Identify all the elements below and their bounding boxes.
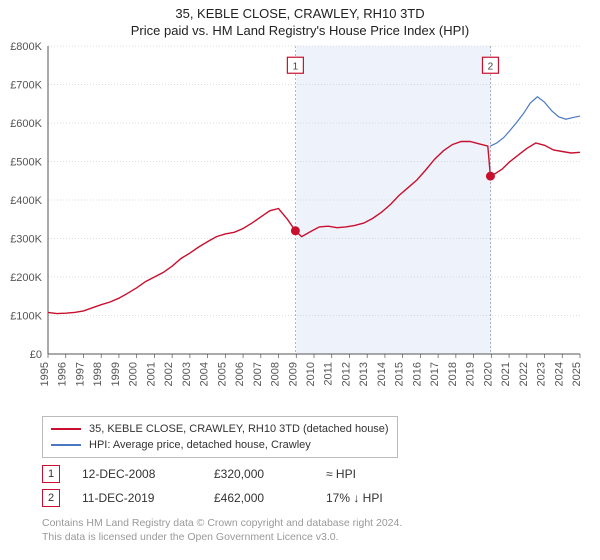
x-tick-label: 2005 [216, 362, 228, 386]
legend-label: HPI: Average price, detached house, Craw… [89, 437, 311, 453]
event-dot-2 [486, 172, 495, 181]
x-tick-label: 2017 [429, 362, 441, 386]
x-tick-label: 1995 [39, 362, 51, 386]
y-tick-label: £0 [30, 349, 42, 361]
event-dot-1 [291, 226, 300, 235]
x-tick-label: 2001 [145, 362, 157, 386]
legend-item: HPI: Average price, detached house, Craw… [51, 437, 389, 453]
x-tick-label: 2004 [199, 362, 211, 386]
y-tick-label: £800K [10, 41, 42, 53]
x-tick-label: 2010 [305, 362, 317, 386]
x-tick-label: 2020 [482, 362, 494, 386]
x-tick-label: 2003 [181, 362, 193, 386]
x-tick-label: 2006 [234, 362, 246, 386]
event-box-label-2: 2 [488, 61, 494, 72]
y-tick-label: £600K [10, 118, 42, 130]
x-tick-label: 2007 [252, 362, 264, 386]
x-tick-label: 2019 [465, 362, 477, 386]
footer-attribution: Contains HM Land Registry data © Crown c… [42, 516, 588, 544]
x-tick-label: 2022 [518, 362, 530, 386]
row-number-box: 2 [42, 489, 60, 507]
x-tick-label: 2021 [500, 362, 512, 386]
y-tick-label: £100K [10, 311, 42, 323]
y-tick-label: £200K [10, 272, 42, 284]
x-tick-label: 2009 [287, 362, 299, 386]
price-chart: £0 £100K £200K £300K £400K £500K £600K £700K £80… [0, 40, 600, 410]
x-tick-label: 2008 [270, 362, 282, 386]
x-tick-label: 2000 [128, 362, 140, 386]
legend-swatch [51, 428, 81, 430]
x-tick-label: 1996 [57, 362, 69, 386]
x-tick-label: 2013 [358, 362, 370, 386]
footer-line-1: Contains HM Land Registry data © Crown c… [42, 516, 588, 530]
chart-subtitle: Price paid vs. HM Land Registry's House … [8, 23, 592, 38]
x-tick-label: 2025 [571, 362, 583, 386]
legend: 35, KEBLE CLOSE, CRAWLEY, RH10 3TD (deta… [42, 416, 398, 458]
row-price: £462,000 [214, 491, 304, 505]
x-tick-label: 2024 [553, 362, 565, 386]
y-tick-label: £500K [10, 157, 42, 169]
row-date: 11-DEC-2019 [82, 491, 192, 505]
transactions-table: 1 12-DEC-2008 £320,000 ≈ HPI 2 11-DEC-2019 £46… [42, 462, 588, 510]
row-number-box: 1 [42, 465, 60, 483]
x-tick-label: 2023 [536, 362, 548, 386]
chart-title: 35, KEBLE CLOSE, CRAWLEY, RH10 3TD [8, 6, 592, 21]
series-hpi [490, 97, 580, 146]
x-tick-label: 2016 [411, 362, 423, 386]
x-tick-label: 2002 [163, 362, 175, 386]
row-price: £320,000 [214, 467, 304, 481]
table-row: 2 11-DEC-2019 £462,000 17% ↓ HPI [42, 486, 588, 510]
x-tick-label: 2018 [447, 362, 459, 386]
x-tick-label: 2014 [376, 362, 388, 386]
legend-label: 35, KEBLE CLOSE, CRAWLEY, RH10 3TD (deta… [89, 421, 389, 437]
y-tick-label: £300K [10, 234, 42, 246]
y-tick-label: £400K [10, 195, 42, 207]
footer-line-2: This data is licensed under the Open Gov… [42, 530, 588, 544]
x-tick-label: 1999 [110, 362, 122, 386]
row-date: 12-DEC-2008 [82, 467, 192, 481]
x-tick-label: 1997 [74, 362, 86, 386]
legend-item: 35, KEBLE CLOSE, CRAWLEY, RH10 3TD (deta… [51, 421, 389, 437]
x-tick-label: 1998 [92, 362, 104, 386]
x-tick-label: 2012 [340, 362, 352, 386]
table-row: 1 12-DEC-2008 £320,000 ≈ HPI [42, 462, 588, 486]
event-box-label-1: 1 [293, 61, 299, 72]
y-tick-label: £700K [10, 80, 42, 92]
legend-swatch [51, 444, 81, 446]
row-diff: ≈ HPI [326, 467, 416, 481]
x-tick-label: 2015 [394, 362, 406, 386]
x-tick-label: 2011 [323, 362, 335, 386]
row-diff: 17% ↓ HPI [326, 491, 416, 505]
